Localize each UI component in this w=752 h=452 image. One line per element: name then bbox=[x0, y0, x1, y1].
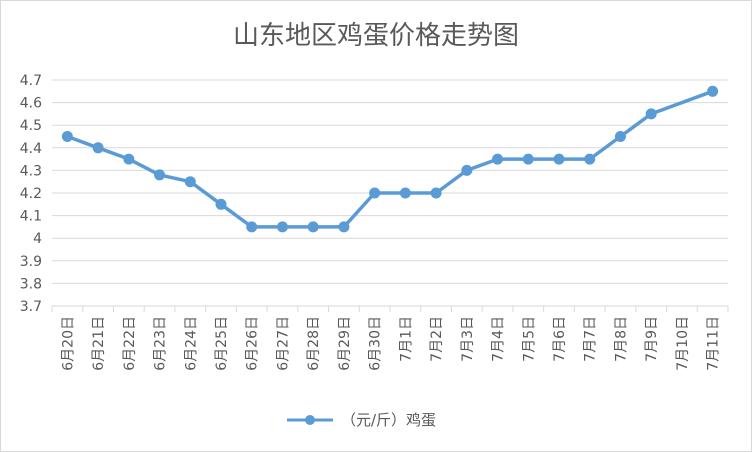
data-point bbox=[553, 153, 565, 165]
data-point bbox=[215, 198, 227, 210]
x-tick-label: 7月1日 bbox=[398, 316, 414, 362]
x-tick-label: 7月7日 bbox=[583, 316, 599, 362]
y-tick-label: 4.3 bbox=[20, 163, 42, 179]
y-tick-label: 4.7 bbox=[20, 73, 42, 89]
y-tick-label: 4.1 bbox=[20, 209, 42, 225]
data-point bbox=[707, 85, 719, 97]
y-tick-label: 3.8 bbox=[20, 276, 42, 292]
data-point bbox=[461, 164, 473, 176]
data-point bbox=[184, 176, 196, 188]
data-point bbox=[246, 221, 258, 233]
x-tick-label: 6月26日 bbox=[245, 316, 261, 371]
data-point bbox=[276, 221, 288, 233]
x-tick-label: 6月20日 bbox=[60, 316, 76, 371]
x-tick-label: 7月4日 bbox=[491, 316, 507, 362]
data-point bbox=[61, 131, 73, 142]
x-tick-label: 6月24日 bbox=[183, 316, 199, 371]
y-tick-label: 4.6 bbox=[20, 96, 42, 112]
x-tick-label: 7月6日 bbox=[552, 316, 568, 362]
data-point bbox=[645, 108, 657, 120]
y-tick-label: 4 bbox=[33, 231, 42, 247]
x-tick-label: 7月3日 bbox=[460, 316, 476, 362]
data-point bbox=[369, 187, 381, 199]
x-tick-label: 6月29日 bbox=[337, 316, 353, 371]
x-tick-label: 7月5日 bbox=[521, 316, 537, 362]
y-tick-label: 4.5 bbox=[20, 118, 42, 134]
legend-marker bbox=[305, 415, 315, 425]
x-tick-label: 7月9日 bbox=[644, 316, 660, 362]
x-tick-label: 6月30日 bbox=[368, 316, 384, 371]
data-point bbox=[307, 221, 319, 233]
x-tick-label: 7月11日 bbox=[706, 316, 722, 371]
x-tick-label: 6月25日 bbox=[214, 316, 230, 371]
chart-title: 山东地区鸡蛋价格走势图 bbox=[233, 21, 519, 51]
data-point bbox=[430, 187, 442, 199]
data-point bbox=[492, 153, 504, 165]
data-point bbox=[584, 153, 596, 165]
y-tick-label: 3.7 bbox=[20, 299, 42, 315]
data-point bbox=[399, 187, 411, 199]
x-tick-label: 6月28日 bbox=[306, 316, 322, 371]
series-line bbox=[66, 89, 714, 229]
data-point bbox=[123, 153, 135, 165]
x-tick-label: 6月22日 bbox=[122, 316, 138, 371]
legend-label: （元/斤）鸡蛋 bbox=[341, 411, 436, 429]
x-tick-label: 6月21日 bbox=[91, 316, 107, 371]
data-point bbox=[614, 131, 626, 142]
x-tick-label: 6月23日 bbox=[153, 316, 169, 371]
data-point bbox=[522, 153, 534, 165]
data-point bbox=[338, 221, 350, 233]
x-tick-label: 6月27日 bbox=[275, 316, 291, 371]
y-tick-label: 4.4 bbox=[20, 141, 42, 157]
x-tick-label: 7月2日 bbox=[429, 316, 445, 362]
legend: （元/斤）鸡蛋 bbox=[287, 411, 436, 429]
data-point bbox=[154, 169, 166, 181]
y-tick-label: 4.2 bbox=[20, 186, 42, 202]
y-tick-label: 3.9 bbox=[20, 254, 42, 270]
x-tick-label: 7月10日 bbox=[675, 316, 691, 371]
x-tick-label: 7月8日 bbox=[613, 316, 629, 362]
data-point bbox=[92, 142, 104, 154]
